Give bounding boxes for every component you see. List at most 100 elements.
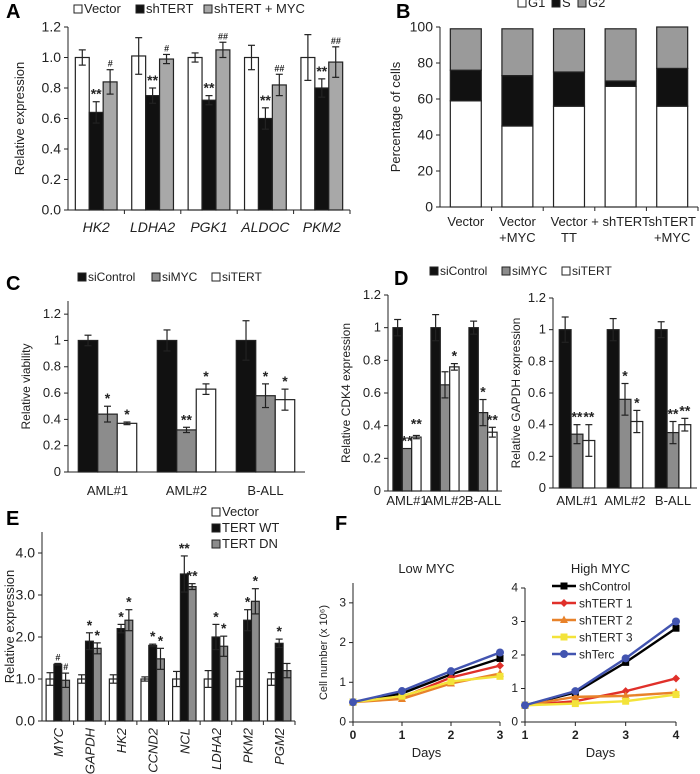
marker-square (560, 582, 568, 590)
x-tick-label: PGM2 (272, 727, 287, 765)
marker-circle (571, 687, 580, 696)
y-tick-label: 3 (511, 614, 518, 628)
bar-g1 (552, 105, 586, 208)
marker-circle (496, 648, 504, 657)
y-tick-label: 1.0 (42, 49, 62, 65)
bar-tert-dn (187, 585, 197, 722)
x-tick-label: AML#2 (166, 483, 207, 498)
bar-vector (243, 56, 260, 211)
significance-mark: # (63, 662, 68, 672)
x-tick-label: NCL (177, 728, 192, 754)
legend-label: TERT WT (222, 520, 279, 535)
series-shtert-3 (349, 672, 504, 706)
y-tick-label: 100 (410, 18, 434, 34)
y-tick-label: 0.8 (363, 352, 381, 367)
legend-label: siMYC (162, 270, 198, 284)
y-tick-label: 0.2 (363, 450, 381, 465)
bar-simyc (176, 429, 197, 473)
bar-g1 (656, 105, 689, 208)
bar-sicontrol (156, 339, 178, 473)
bar-g2 (656, 26, 689, 70)
bar-shtert (201, 99, 217, 211)
significance-mark: * (452, 348, 458, 364)
bar-g1 (449, 100, 482, 208)
marker-square (398, 692, 406, 700)
panel-b-chart: B 0 20 40 60 80 100 Percentage of cells Vector Ve… (388, 0, 699, 245)
significance-mark: ** (91, 86, 102, 102)
significance-mark: ** (402, 433, 413, 449)
significance-mark: * (95, 627, 101, 643)
y-tick-label: 1 (511, 681, 518, 695)
legend-item: shControl (552, 580, 630, 594)
bar-sicontrol (430, 327, 441, 492)
legend-swatch (517, 0, 527, 8)
x-tick-label: AML#2 (604, 493, 645, 508)
x-tick-label: B-ALL (655, 493, 691, 508)
x-tick-label: B-ALL (465, 493, 501, 508)
legend-item: siMYC (501, 264, 548, 278)
bar-tert-wt (116, 627, 126, 722)
bar-sicontrol (558, 329, 572, 489)
y-tick-label: 4 (511, 581, 518, 595)
panel-e-chart: E 0.0 1.0 2.0 3.0 4.0 Relative expression MYC ##… (2, 504, 296, 774)
x-tick-label: 3 (622, 728, 629, 742)
x-tick-label: +MYC (499, 230, 535, 245)
y-axis-label: Percentage of cells (388, 61, 403, 172)
y-axis-label: Relative expression (2, 570, 17, 683)
legend-label: Vector (84, 1, 122, 16)
legend-item: TERT DN (211, 536, 278, 551)
panel-label: D (394, 268, 408, 290)
marker-circle (398, 687, 406, 696)
y-tick-label: 20 (417, 162, 433, 178)
bar-shtert (88, 111, 104, 211)
x-tick-label: LDHA2 (209, 727, 224, 770)
y-tick-label: 0.6 (363, 385, 381, 400)
legend-swatch (211, 507, 221, 517)
y-axis-label: Relative GAPDH expression (509, 318, 523, 469)
x-tick-label: 1 (522, 728, 529, 742)
y-tick-label: 0.8 (42, 79, 62, 95)
legend-label: shTERT 3 (579, 631, 633, 645)
legend-label: shTERT 1 (579, 597, 633, 611)
y-axis-label: Relative viability (19, 343, 33, 429)
legend-label: shTERT 2 (579, 614, 633, 628)
legend-item: shTERT (135, 1, 193, 16)
marker-triangle (571, 692, 580, 700)
bar-vector (131, 55, 147, 211)
x-tick-label: 3 (497, 728, 504, 742)
bar-s (449, 69, 482, 102)
significance-mark: * (87, 617, 93, 633)
legend-item: siMYC (151, 270, 198, 284)
bar-tert-wt (53, 663, 63, 722)
y-tick-label: 0.0 (42, 201, 62, 217)
y-tick-label: 1.0 (16, 670, 36, 686)
legend-label: siTERT (572, 264, 612, 278)
significance-mark: ** (487, 411, 498, 427)
panel-label: A (6, 1, 20, 23)
marker-square (447, 677, 455, 685)
bar-tert-dn (92, 647, 102, 722)
y-tick-label: 60 (417, 90, 433, 106)
x-axis-label: Days (412, 745, 442, 760)
y-tick-label: 0.2 (43, 438, 61, 453)
significance-mark: * (282, 373, 288, 389)
bar-sicontrol (392, 327, 403, 492)
legend-swatch (211, 272, 221, 282)
significance-mark: * (276, 623, 282, 639)
significance-mark: ** (179, 540, 190, 556)
significance-mark: * (118, 608, 124, 624)
significance-mark: * (150, 628, 156, 644)
bar-sicontrol (606, 329, 620, 489)
bar-shtert-myc (271, 84, 287, 211)
y-axis-label: Relative expression (12, 62, 27, 175)
bar-sicontrol (654, 329, 668, 489)
y-tick-label: 1 (54, 332, 61, 347)
significance-mark: ** (411, 416, 422, 432)
significance-mark: ** (181, 411, 192, 427)
panel-label: E (6, 508, 19, 530)
significance-mark: ## (331, 36, 341, 46)
series-shterc (349, 648, 504, 707)
x-tick-label: ALDOC (240, 219, 290, 235)
legend-label: shControl (579, 580, 630, 594)
